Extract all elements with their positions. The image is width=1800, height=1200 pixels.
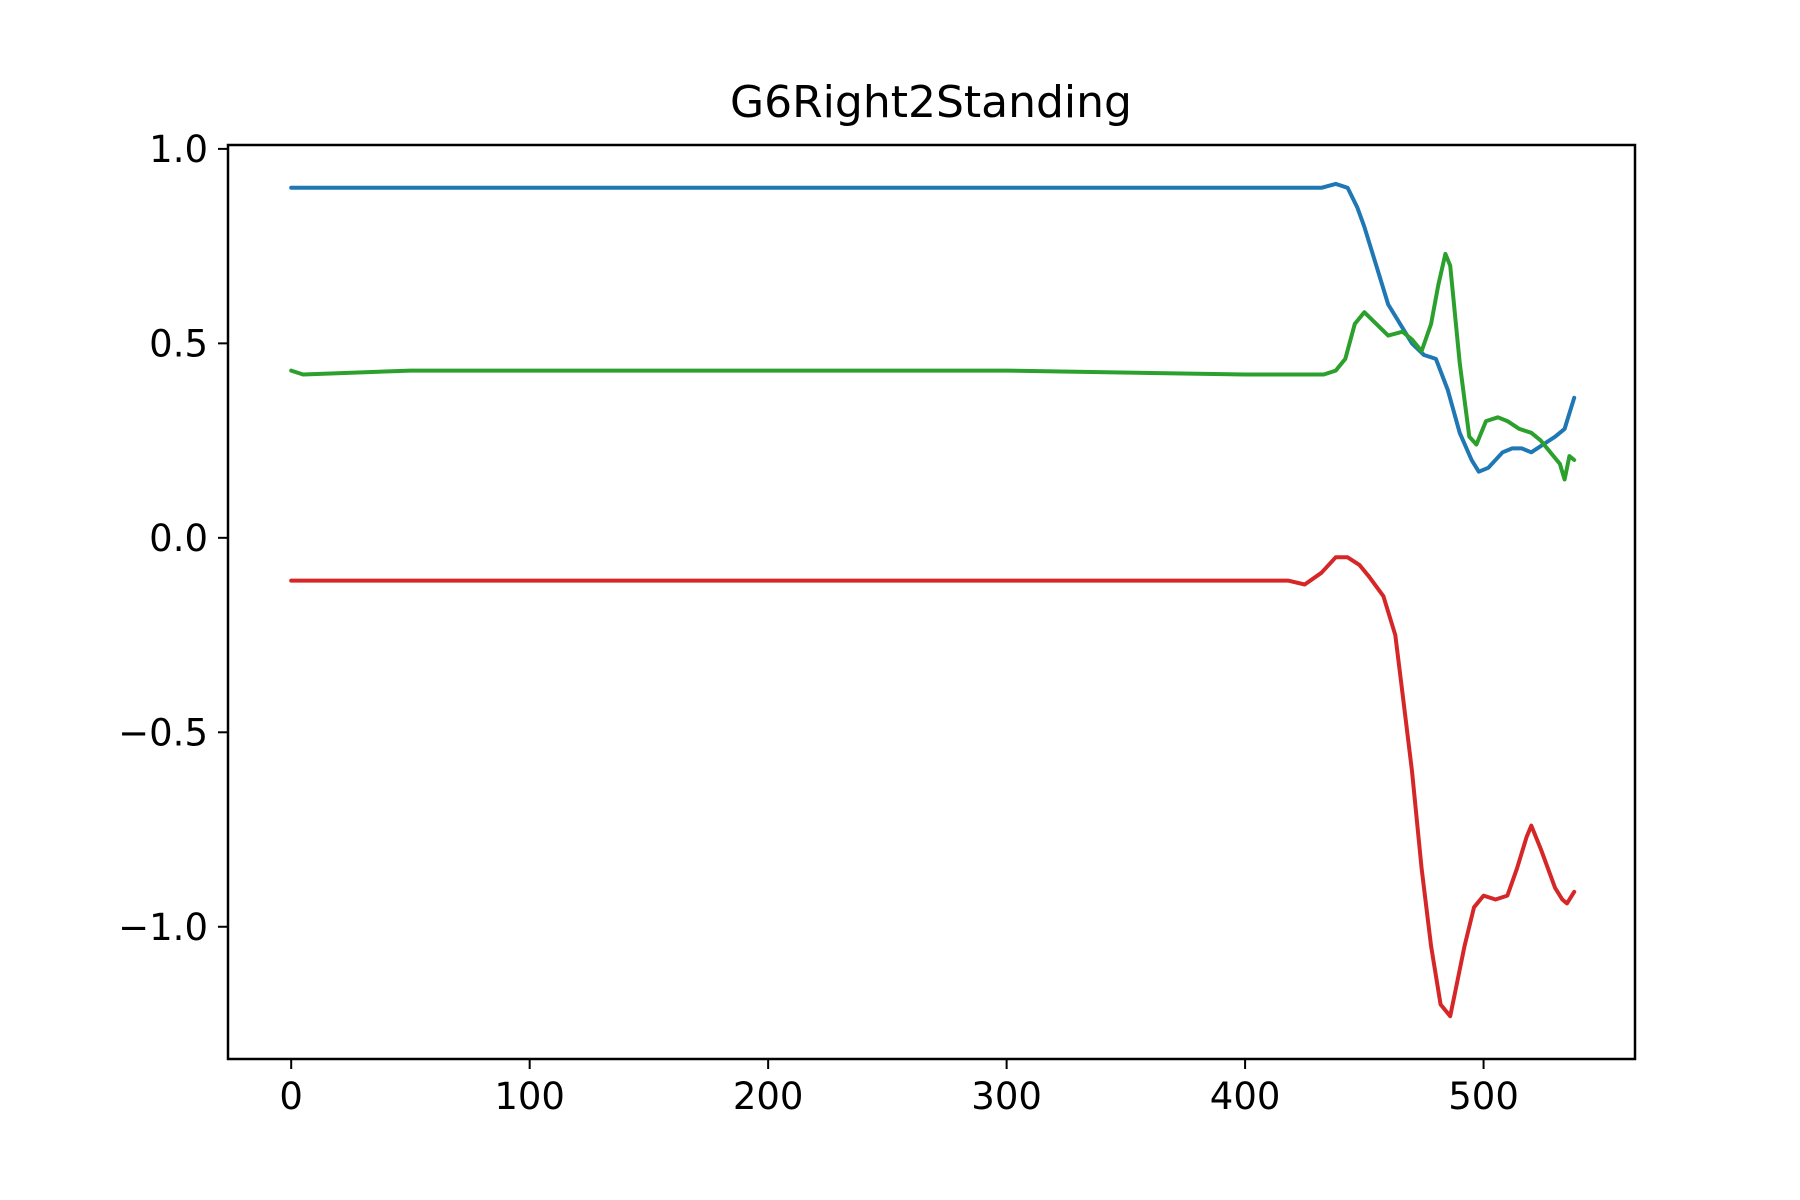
y-tick-label: 1.0 (149, 128, 208, 171)
plot-area-frame (226, 143, 1637, 1061)
series-layer (289, 181, 1577, 1019)
y-tick-label: 0.0 (149, 517, 208, 560)
y-tick-label: 0.5 (149, 322, 208, 365)
axes-layer: 0 100 200 300 400 500 1.0 0.5 0.0 −0.5 −1.0 (118, 128, 1519, 1118)
x-tick-label: 300 (971, 1075, 1042, 1118)
x-tick-label: 200 (733, 1075, 804, 1118)
series-line-2 (289, 251, 1577, 482)
y-tick-label: −0.5 (118, 711, 208, 754)
x-tick-label: 0 (279, 1075, 303, 1118)
y-tick-label: −1.0 (118, 906, 208, 949)
series-line-3 (289, 555, 1577, 1019)
x-tick-label: 400 (1210, 1075, 1281, 1118)
chart-title: G6Right2Standing (730, 77, 1132, 128)
x-tick-label: 100 (494, 1075, 565, 1118)
x-tick-label: 500 (1448, 1075, 1519, 1118)
